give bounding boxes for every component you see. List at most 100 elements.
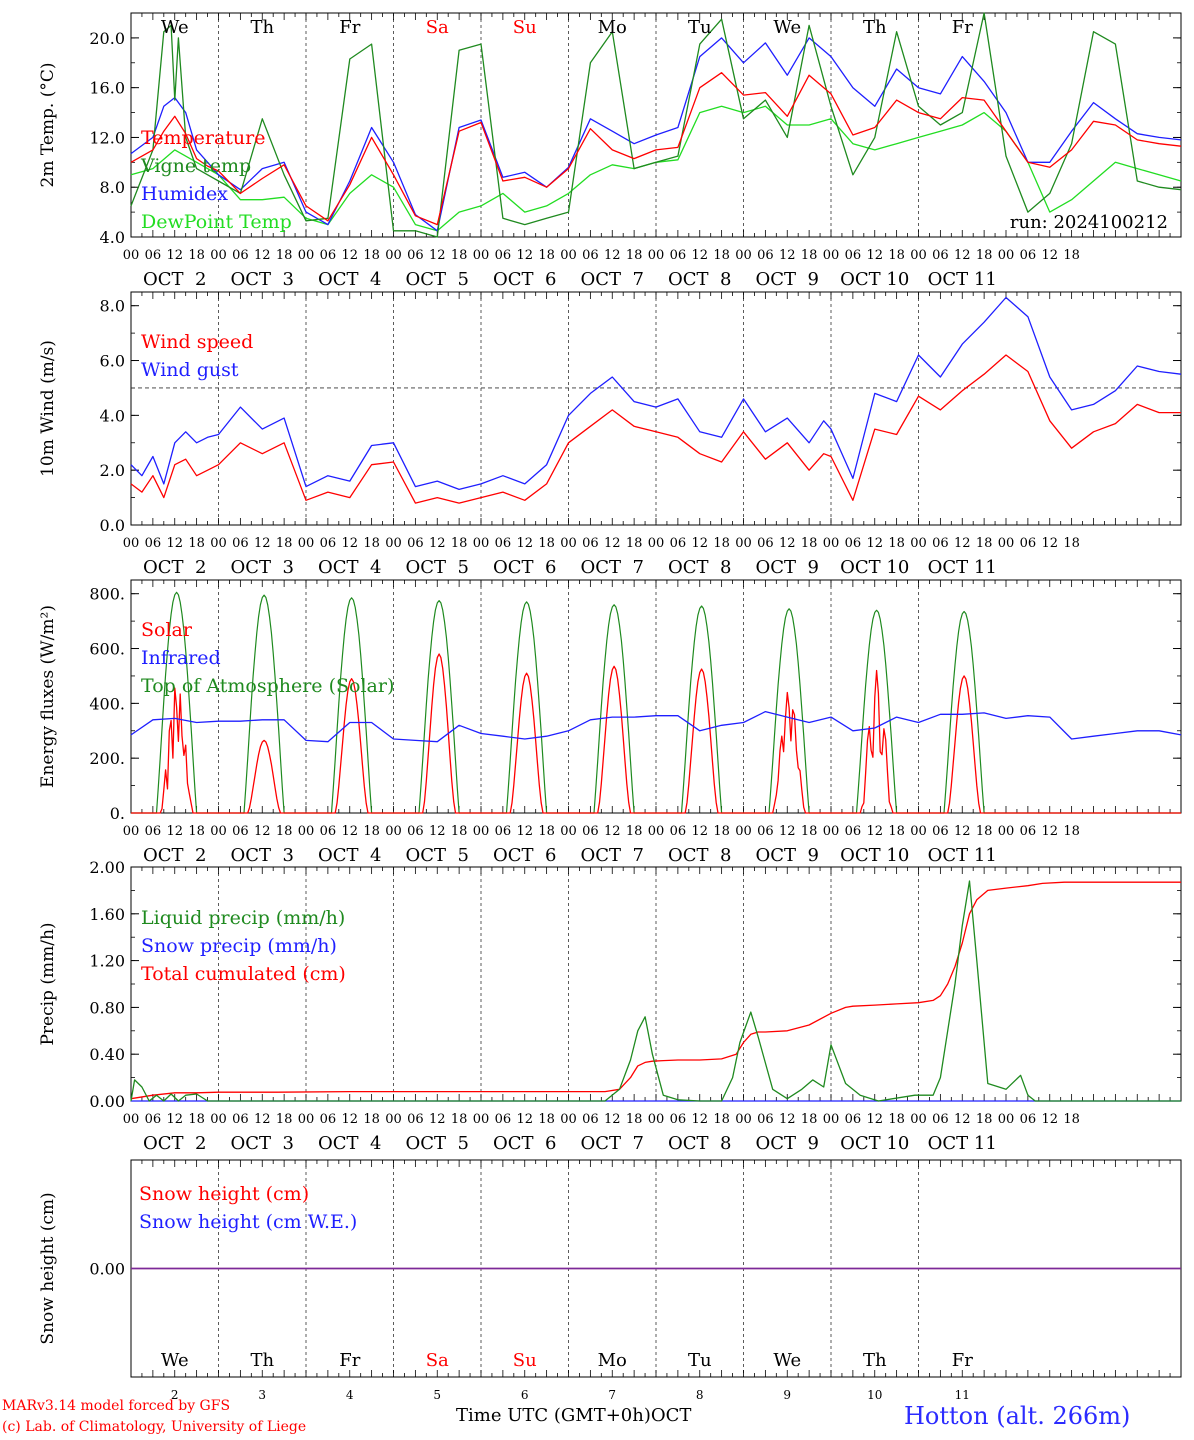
y-tick-label: 4.0 — [100, 406, 125, 425]
y-tick-label: 20.0 — [89, 29, 125, 48]
day-number-label: 8 — [696, 1388, 704, 1402]
x-day-label: OCT 11 — [928, 557, 997, 578]
x-hour-label: 12 — [1041, 824, 1058, 839]
day-number-label: 4 — [346, 1388, 354, 1402]
x-day-label: OCT 8 — [668, 1133, 731, 1154]
x-hour-label: 00 — [123, 1112, 140, 1127]
x-hour-label: 00 — [473, 1112, 490, 1127]
series-vigne-temp — [130, 12, 1182, 238]
x-hour-label: 18 — [1063, 248, 1080, 263]
x-hour-label: 00 — [823, 824, 840, 839]
x-day-label: OCT 10 — [840, 269, 909, 290]
x-day-label: OCT 10 — [840, 1133, 909, 1154]
series-solar — [131, 653, 1181, 814]
series-wind-gust — [130, 296, 1182, 491]
x-hour-label: 12 — [954, 1112, 971, 1127]
x-hour-label: 18 — [1063, 824, 1080, 839]
panel-precip: 0.00 0.40 0.80 1.20 1.60 2.00 Precip (mm/h) 00 0… — [38, 858, 1182, 1154]
legend-solar: Solar — [141, 619, 193, 641]
x-hour-label: 18 — [713, 536, 730, 551]
x-hour-label: 18 — [276, 536, 293, 551]
x-hour-label: 12 — [341, 536, 358, 551]
x-hour-label: 00 — [998, 536, 1015, 551]
x-day-label: OCT 7 — [581, 557, 644, 578]
y-tick-label: 2.00 — [89, 858, 125, 877]
y-tick-label: 2.0 — [100, 461, 125, 480]
weekday-label: Tu — [688, 17, 712, 38]
x-hour-label: 06 — [145, 824, 162, 839]
x-hour-label: 00 — [473, 536, 490, 551]
x-hour-label: 18 — [538, 248, 555, 263]
x-hour-label: 06 — [670, 248, 687, 263]
x-hour-label: 06 — [320, 824, 337, 839]
x-hour-label: 18 — [888, 248, 905, 263]
x-hour-label: 12 — [954, 248, 971, 263]
weekday-label: Fr — [952, 1350, 973, 1371]
x-hour-label: 18 — [976, 824, 993, 839]
x-hour-label: 12 — [341, 824, 358, 839]
y-axis-label: Precip (mm/h) — [38, 922, 58, 1045]
x-hour-label: 18 — [801, 1112, 818, 1127]
series-humidex — [130, 37, 1182, 232]
legend-wind-gust: Wind gust — [141, 359, 239, 381]
credit-lab: (c) Lab. of Climatology, University of L… — [2, 1419, 307, 1435]
weekday-label: Th — [250, 1350, 274, 1371]
x-hour-label: 18 — [713, 824, 730, 839]
x-hour-label: 12 — [516, 536, 533, 551]
x-hour-label: 06 — [1020, 248, 1037, 263]
x-day-label: OCT 5 — [406, 557, 469, 578]
legend-dewpoint-temp: DewPoint Temp — [141, 211, 292, 233]
x-hour-label: 18 — [1063, 536, 1080, 551]
weekday-label: We — [773, 1350, 801, 1371]
x-day-label: OCT 6 — [493, 845, 556, 866]
y-axis-label: 10m Wind (m/s) — [38, 340, 58, 477]
x-hour-label: 00 — [823, 248, 840, 263]
x-hour-label: 06 — [582, 536, 599, 551]
x-hour-label: 00 — [385, 248, 402, 263]
x-hour-label: 18 — [976, 536, 993, 551]
x-hour-label: 12 — [604, 1112, 621, 1127]
x-hour-label: 18 — [451, 248, 468, 263]
x-hour-label: 06 — [495, 536, 512, 551]
x-hour-label: 12 — [604, 248, 621, 263]
x-day-label: OCT 8 — [668, 557, 731, 578]
legend-temperature: Temperature — [141, 127, 265, 149]
x-hour-label: 06 — [670, 1112, 687, 1127]
x-hour-label: 06 — [320, 536, 337, 551]
x-hour-label: 12 — [166, 248, 183, 263]
x-hour-label: 00 — [648, 1112, 665, 1127]
x-hour-label: 00 — [210, 1112, 227, 1127]
x-hour-label: 06 — [757, 824, 774, 839]
x-day-label: OCT 2 — [143, 557, 206, 578]
x-hour-label: 06 — [757, 248, 774, 263]
x-hour-label: 00 — [648, 536, 665, 551]
series-wind-speed — [130, 354, 1181, 504]
x-day-label: OCT 2 — [143, 269, 206, 290]
x-hour-label: 06 — [582, 248, 599, 263]
x-hour-label: 18 — [451, 824, 468, 839]
weekday-label: Th — [863, 17, 887, 38]
y-axis-label: Energy fluxes (W/m²) — [38, 605, 58, 788]
x-hour-label: 18 — [626, 1112, 643, 1127]
x-hour-label: 18 — [1063, 1112, 1080, 1127]
x-hour-label: 06 — [582, 824, 599, 839]
x-hour-label: 00 — [998, 248, 1015, 263]
x-day-label: OCT 5 — [406, 269, 469, 290]
x-hour-label: 00 — [298, 824, 315, 839]
x-hour-label: 18 — [188, 536, 205, 551]
x-hour-label: 18 — [801, 536, 818, 551]
x-hour-label: 12 — [166, 536, 183, 551]
x-hour-label: 06 — [582, 1112, 599, 1127]
x-hour-label: 06 — [232, 1112, 249, 1127]
x-hour-label: 12 — [954, 536, 971, 551]
x-hour-label: 00 — [385, 536, 402, 551]
x-day-label: OCT 4 — [318, 557, 381, 578]
y-tick-label: 4.0 — [100, 228, 125, 247]
x-hour-label: 06 — [1020, 1112, 1037, 1127]
y-tick-label: 0.40 — [89, 1045, 125, 1064]
x-hour-label: 18 — [451, 1112, 468, 1127]
x-hour-label: 00 — [210, 536, 227, 551]
x-hour-label: 06 — [407, 536, 424, 551]
x-hour-label: 18 — [276, 248, 293, 263]
series-liquid-precip-mm-h- — [130, 880, 1181, 1102]
